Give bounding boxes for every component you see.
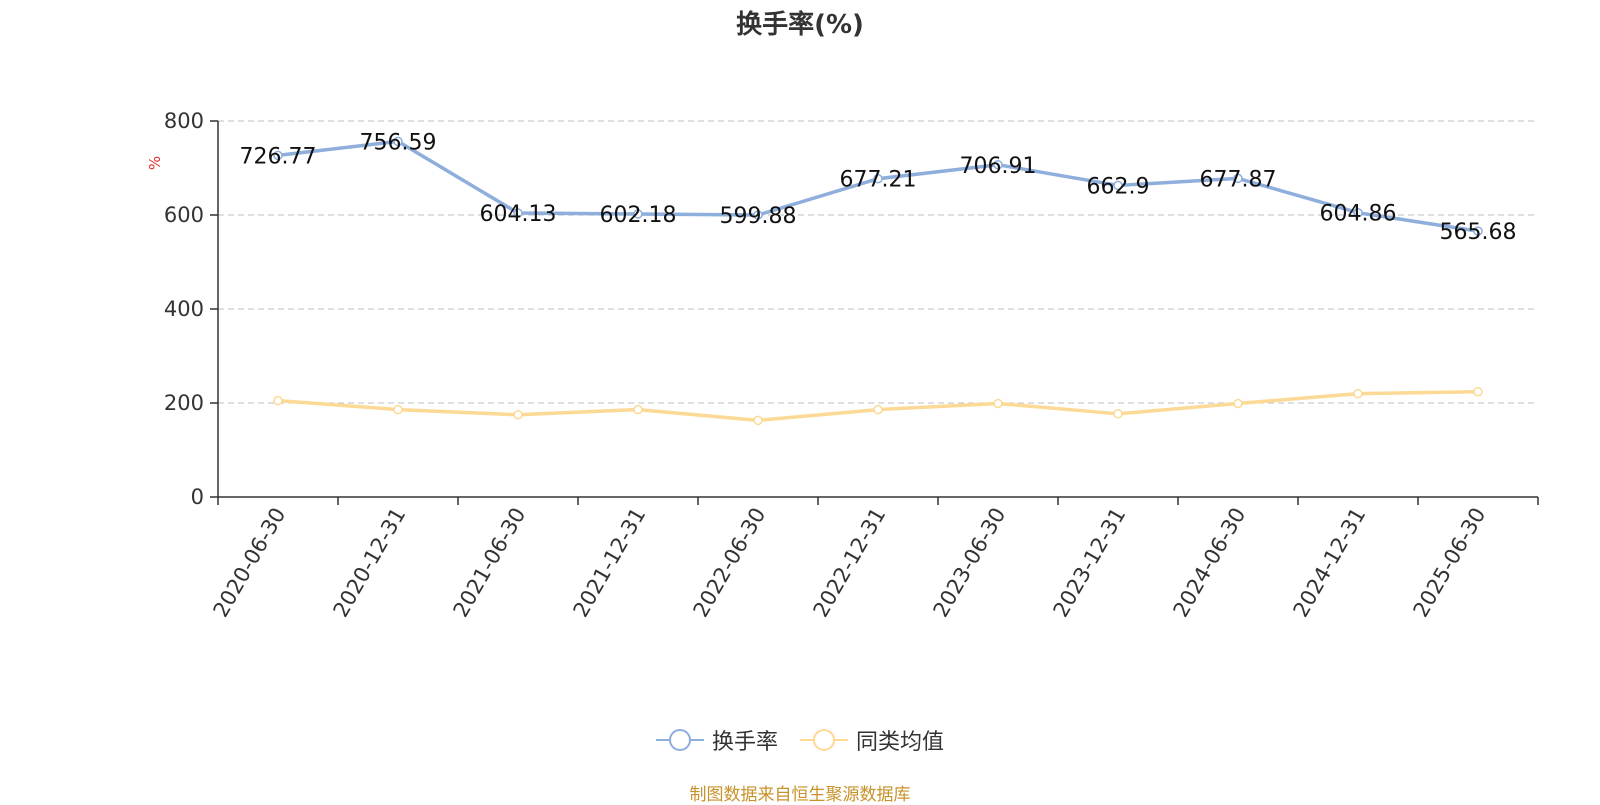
data-label: 662.9 xyxy=(1087,174,1150,199)
data-point xyxy=(753,210,763,220)
data-label: 599.88 xyxy=(720,204,797,229)
data-label: 565.68 xyxy=(1440,220,1517,245)
chart-title: 换手率(%) xyxy=(736,10,864,40)
series-lines xyxy=(273,136,1483,426)
data-point xyxy=(1473,386,1483,397)
data-point xyxy=(993,160,1003,170)
legend: 换手率 同类均值 xyxy=(0,724,1600,756)
data-point xyxy=(273,395,283,406)
y-tick-label: 400 xyxy=(164,297,204,321)
data-point xyxy=(633,209,643,219)
data-point xyxy=(993,398,1003,409)
y-tick-label: 0 xyxy=(191,485,204,509)
data-point xyxy=(753,415,763,426)
data-label: 756.59 xyxy=(360,130,437,155)
x-tick-label: 2024-06-30 xyxy=(1169,504,1251,622)
x-tick-label: 2025-06-30 xyxy=(1409,504,1491,622)
y-tick-label: 200 xyxy=(164,391,204,415)
x-tick-label: 2020-12-31 xyxy=(329,504,411,622)
data-label: 677.87 xyxy=(1200,167,1277,192)
y-axis-unit-label: % xyxy=(146,156,164,170)
data-point xyxy=(873,404,883,415)
legend-item-series-1[interactable]: 换手率 xyxy=(655,724,778,756)
data-point xyxy=(393,404,403,415)
data-point xyxy=(393,136,403,147)
grid-lines xyxy=(218,120,1538,404)
data-point xyxy=(513,410,523,420)
data-point xyxy=(273,150,283,161)
data-point xyxy=(1473,226,1483,236)
data-label: 726.77 xyxy=(240,144,317,169)
x-tick-label: 2022-12-31 xyxy=(809,504,891,622)
data-point xyxy=(1353,388,1363,399)
x-tick-label: 2021-06-30 xyxy=(449,504,531,622)
x-tick-label: 2024-12-31 xyxy=(1289,504,1371,622)
data-point xyxy=(1113,409,1123,419)
data-point xyxy=(633,404,643,415)
data-label: 602.18 xyxy=(600,203,677,228)
data-label: 604.13 xyxy=(480,202,557,227)
data-point xyxy=(513,208,523,218)
data-point xyxy=(1233,398,1243,409)
x-tick-label: 2023-12-31 xyxy=(1049,504,1131,622)
data-point xyxy=(1233,173,1243,184)
data-label: 604.86 xyxy=(1320,202,1397,227)
y-tick-label: 800 xyxy=(164,109,204,133)
x-tick-label: 2022-06-30 xyxy=(689,504,771,622)
data-labels: 726.77 756.59 604.13 602.18 599.88 677.21 706.… xyxy=(240,130,1517,245)
legend-marker-series-2 xyxy=(800,728,848,752)
y-tick-label: 600 xyxy=(164,203,204,227)
legend-label-series-2: 同类均值 xyxy=(856,730,945,755)
source-note: 制图数据来自恒生聚源数据库 xyxy=(689,785,911,805)
data-label: 706.91 xyxy=(960,154,1037,179)
x-tick-label: 2021-12-31 xyxy=(569,504,651,622)
data-label: 677.21 xyxy=(840,168,917,193)
legend-label-series-1: 换手率 xyxy=(711,730,778,755)
data-point xyxy=(1353,207,1363,218)
legend-item-series-2[interactable]: 同类均值 xyxy=(800,724,944,756)
legend-marker-series-1 xyxy=(655,728,704,752)
x-tick-label: 2020-06-30 xyxy=(209,504,291,622)
x-tick-label: 2023-06-30 xyxy=(929,504,1011,622)
data-point xyxy=(1113,180,1123,191)
data-point xyxy=(873,173,883,184)
